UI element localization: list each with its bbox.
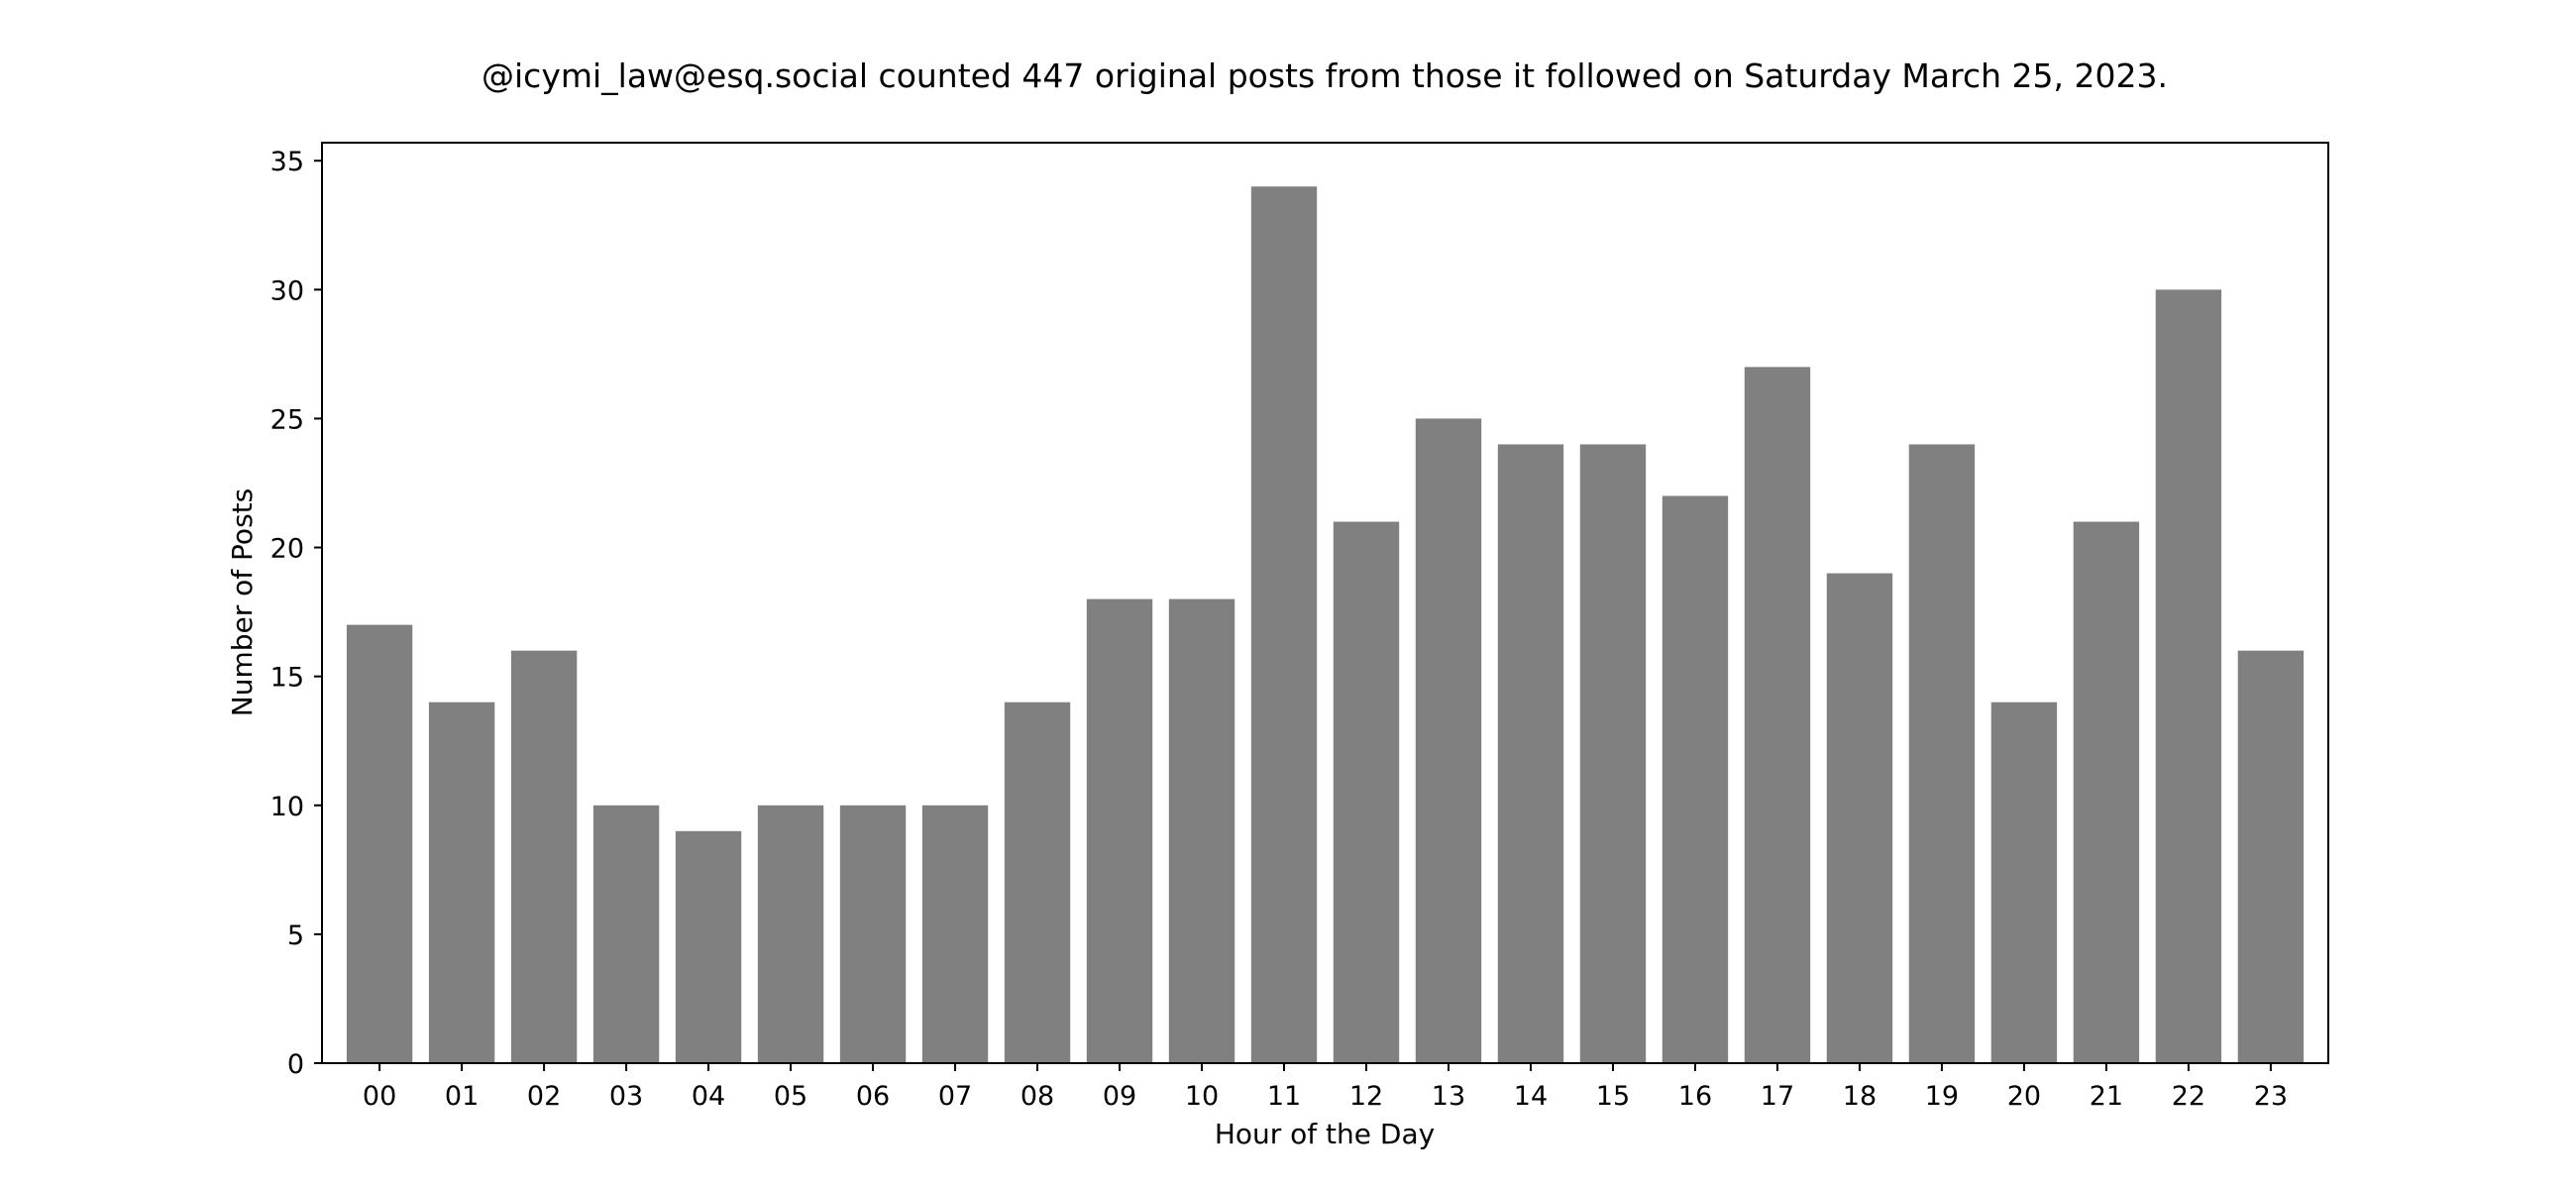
x-tick-label: 16 xyxy=(1678,1081,1712,1112)
bar-09 xyxy=(1086,598,1153,1063)
x-tick-label: 01 xyxy=(445,1081,479,1112)
x-tick-label: 06 xyxy=(856,1081,890,1112)
x-tick-label: 15 xyxy=(1596,1081,1630,1112)
x-tick-label: 23 xyxy=(2254,1081,2288,1112)
y-tick-label: 5 xyxy=(287,920,304,951)
bar-08 xyxy=(1004,702,1071,1063)
y-tick-label: 35 xyxy=(270,147,304,177)
axes-frame xyxy=(321,142,2329,1064)
bar-11 xyxy=(1250,186,1318,1064)
bar-03 xyxy=(592,805,660,1063)
bar-12 xyxy=(1333,521,1400,1063)
bar-07 xyxy=(921,805,989,1063)
bar-19 xyxy=(1908,444,1976,1064)
bar-15 xyxy=(1579,444,1647,1064)
bar-10 xyxy=(1168,598,1235,1063)
bar-13 xyxy=(1415,418,1482,1063)
bar-00 xyxy=(346,624,413,1063)
y-axis-label: Number of Posts xyxy=(226,488,259,716)
y-tick-label: 10 xyxy=(270,792,304,822)
bar-14 xyxy=(1497,444,1564,1064)
x-tick-label: 20 xyxy=(2007,1081,2041,1112)
x-tick-label: 08 xyxy=(1020,1081,1054,1112)
x-tick-label: 11 xyxy=(1267,1081,1301,1112)
bar-23 xyxy=(2237,650,2305,1063)
chart-title: @icymi_law@esq.social counted 447 origin… xyxy=(482,56,2168,95)
x-axis-label: Hour of the Day xyxy=(1215,1118,1435,1150)
bar-06 xyxy=(839,805,907,1063)
bar-05 xyxy=(757,805,824,1063)
bar-20 xyxy=(1990,702,2058,1063)
bar-21 xyxy=(2073,521,2140,1063)
y-tick-label: 20 xyxy=(270,534,304,565)
x-tick-label: 22 xyxy=(2172,1081,2205,1112)
x-tick-label: 14 xyxy=(1514,1081,1548,1112)
x-tick-label: 09 xyxy=(1103,1081,1136,1112)
bar-04 xyxy=(675,830,742,1063)
bar-17 xyxy=(1744,367,1811,1063)
x-tick-label: 07 xyxy=(938,1081,972,1112)
x-tick-label: 17 xyxy=(1761,1081,1794,1112)
bar-16 xyxy=(1662,495,1729,1063)
bar-02 xyxy=(510,650,578,1063)
x-tick-label: 12 xyxy=(1349,1081,1383,1112)
y-axis-ticks: 0 5 10 15 20 25 30 35 xyxy=(270,147,322,1080)
x-tick-label: 00 xyxy=(363,1081,396,1112)
x-tick-label: 18 xyxy=(1843,1081,1877,1112)
x-tick-label: 04 xyxy=(692,1081,725,1112)
bar-18 xyxy=(1826,573,1893,1063)
x-axis-ticks: 00 01 02 03 04 05 06 07 08 09 10 11 12 13 14 15 16 17 18 19… xyxy=(363,1063,2288,1112)
x-tick-label: 19 xyxy=(1925,1081,1959,1112)
x-tick-label: 03 xyxy=(609,1081,643,1112)
y-tick-label: 0 xyxy=(287,1049,304,1080)
x-tick-label: 21 xyxy=(2090,1081,2123,1112)
bars xyxy=(346,186,2305,1064)
y-tick-label: 30 xyxy=(270,275,304,306)
y-tick-label: 15 xyxy=(270,663,304,694)
bar-22 xyxy=(2155,289,2222,1064)
x-tick-label: 10 xyxy=(1185,1081,1219,1112)
x-tick-label: 05 xyxy=(774,1081,807,1112)
y-tick-label: 25 xyxy=(270,404,304,435)
bar-01 xyxy=(428,702,495,1063)
x-tick-label: 13 xyxy=(1432,1081,1465,1112)
x-tick-label: 02 xyxy=(527,1081,561,1112)
